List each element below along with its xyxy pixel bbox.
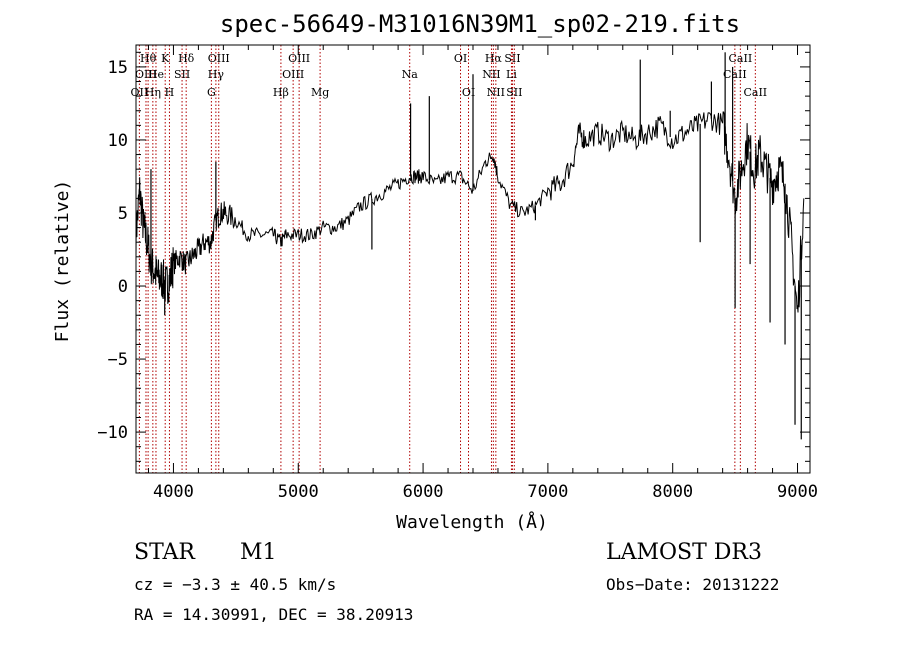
series-layer <box>135 52 805 440</box>
line-marker-label: Hδ <box>178 52 195 65</box>
x-tick-label: 4000 <box>153 482 194 502</box>
y-tick-label: 5 <box>118 204 128 224</box>
line-marker-label: Hθ <box>140 52 157 65</box>
survey-name: LAMOST DR3 <box>606 540 762 565</box>
line-marker-label: OIII <box>282 68 304 81</box>
sky-coordinates: RA = 14.30991, DEC = 38.20913 <box>134 605 413 624</box>
x-tick-label: 9000 <box>777 482 818 502</box>
x-tick-label: 8000 <box>652 482 693 502</box>
x-tick-label: 6000 <box>403 482 444 502</box>
line-marker-label: Na <box>402 68 419 81</box>
flux-series-line <box>135 111 805 313</box>
line-marker-label: Li <box>506 68 517 81</box>
line-marker-label: He <box>148 68 164 81</box>
line-marker-label: SII <box>504 52 520 65</box>
y-tick-label: 15 <box>108 58 128 78</box>
line-marker-label: NII <box>487 86 505 99</box>
line-marker-label: G <box>207 86 216 99</box>
object-subclass: M1 <box>240 540 277 565</box>
x-axis-label: Wavelength (Å) <box>396 511 548 533</box>
line-marker-label: OI <box>462 86 475 99</box>
line-marker-label: Hη <box>145 86 161 99</box>
line-marker-label: OIII <box>135 68 157 81</box>
line-marker-label: CaII <box>743 86 767 99</box>
axis-layer: 4000 5000 6000 7000 8000 9000 15 10 5 0 −5 −10 <box>97 44 818 502</box>
y-tick-label: 10 <box>108 131 128 151</box>
line-marker-label: CaII <box>723 68 747 81</box>
observation-date: Obs−Date: 20131222 <box>606 575 779 594</box>
redshift-velocity: cz = −3.3 ± 40.5 km/s <box>134 575 336 594</box>
x-tick-label: 7000 <box>527 482 568 502</box>
line-marker-label: OI <box>454 52 467 65</box>
y-tick-label: 0 <box>118 277 128 297</box>
line-marker-label: CaII <box>729 52 753 65</box>
line-marker-label: Hα <box>485 52 503 65</box>
y-tick-label: −5 <box>108 350 128 370</box>
line-marker-label: Hγ <box>208 68 225 81</box>
line-marker-label: OIII <box>208 52 230 65</box>
chart-title: spec-56649-M31016N39M1_sp02-219.fits <box>220 10 740 38</box>
y-tick-label: −10 <box>97 423 128 443</box>
x-tick-label: 5000 <box>278 482 319 502</box>
line-marker-label: K <box>161 52 170 65</box>
line-marker-label: SII <box>506 86 522 99</box>
line-marker-label: OII <box>131 86 149 99</box>
object-class: STAR <box>134 540 196 565</box>
line-marker-label: Mg <box>311 86 329 99</box>
line-marker-label: H <box>165 86 175 99</box>
line-marker-label: OIII <box>288 52 310 65</box>
line-marker-label: NII <box>482 68 500 81</box>
y-axis-label: Flux (relative) <box>52 180 73 343</box>
line-marker-label: Hβ <box>273 86 289 99</box>
line-marker-label: SII <box>174 68 190 81</box>
